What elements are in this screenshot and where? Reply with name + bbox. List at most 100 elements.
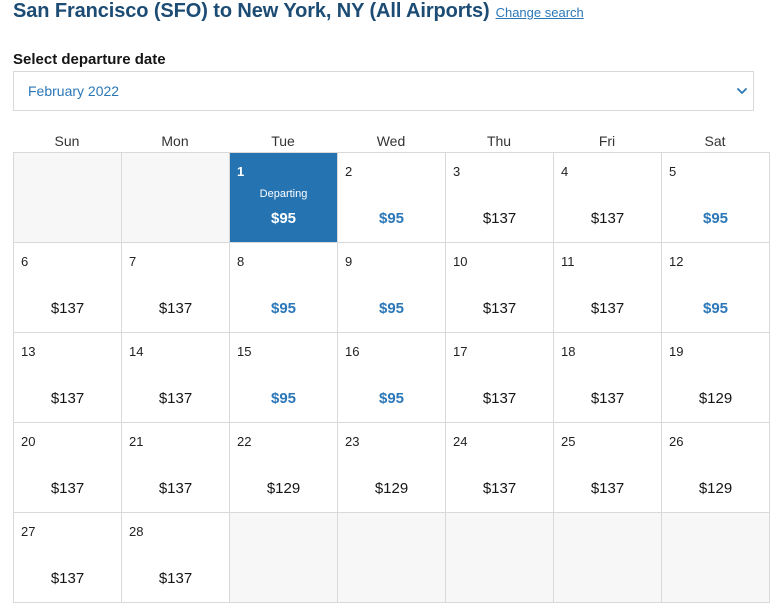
change-search-link[interactable]: Change search <box>495 5 584 20</box>
calendar-day-14[interactable]: 14 $137 <box>122 333 230 423</box>
calendar-day-25[interactable]: 25 $137 <box>554 423 662 513</box>
calendar-empty-cell <box>662 513 770 603</box>
weekday-fri: Fri <box>598 133 616 149</box>
calendar-day-12[interactable]: 12 $95 <box>662 243 770 333</box>
weekday-wed: Wed <box>376 133 406 149</box>
weekday-mon: Mon <box>161 133 189 149</box>
day-number: 16 <box>345 344 360 359</box>
calendar-day-21[interactable]: 21 $137 <box>122 423 230 513</box>
month-select[interactable]: February 2022 <box>13 71 754 111</box>
day-number: 1 <box>237 164 245 179</box>
day-number: 25 <box>561 434 576 449</box>
day-price: $137 <box>590 480 625 497</box>
day-price: $137 <box>482 300 517 317</box>
day-number: 12 <box>669 254 684 269</box>
day-number: 18 <box>561 344 576 359</box>
day-price: $95 <box>378 210 405 227</box>
calendar-day-9[interactable]: 9 $95 <box>338 243 446 333</box>
calendar-day-2[interactable]: 2 $95 <box>338 153 446 243</box>
calendar-day-5[interactable]: 5 $95 <box>662 153 770 243</box>
calendar-day-23[interactable]: 23 $129 <box>338 423 446 513</box>
day-number: 6 <box>21 254 29 269</box>
calendar-day-15[interactable]: 15 $95 <box>230 333 338 423</box>
calendar-day-3[interactable]: 3 $137 <box>446 153 554 243</box>
day-price: $129 <box>266 480 301 497</box>
calendar-grid: 1 Departing $95 2 $95 3 $137 4 $137 5 $95 6 $137 7 $13… <box>13 152 770 603</box>
day-number: 26 <box>669 434 684 449</box>
day-price: $95 <box>270 210 297 227</box>
day-price: $137 <box>50 570 85 587</box>
calendar-day-16[interactable]: 16 $95 <box>338 333 446 423</box>
calendar-empty-cell <box>446 513 554 603</box>
calendar-day-17[interactable]: 17 $137 <box>446 333 554 423</box>
weekday-tue: Tue <box>271 133 295 149</box>
weekday-sat: Sat <box>704 133 726 149</box>
day-price: $137 <box>482 480 517 497</box>
calendar-empty-cell <box>122 153 230 243</box>
day-number: 17 <box>453 344 468 359</box>
chevron-down-icon <box>737 88 747 94</box>
calendar-day-20[interactable]: 20 $137 <box>14 423 122 513</box>
calendar-day-8[interactable]: 8 $95 <box>230 243 338 333</box>
calendar-day-19[interactable]: 19 $129 <box>662 333 770 423</box>
day-number: 19 <box>669 344 684 359</box>
calendar-day-11[interactable]: 11 $137 <box>554 243 662 333</box>
day-price: $137 <box>158 480 193 497</box>
calendar-day-1[interactable]: 1 Departing $95 <box>230 153 338 243</box>
calendar-day-28[interactable]: 28 $137 <box>122 513 230 603</box>
day-number: 13 <box>21 344 36 359</box>
calendar-day-4[interactable]: 4 $137 <box>554 153 662 243</box>
day-number: 5 <box>669 164 677 179</box>
day-price: $95 <box>270 300 297 317</box>
day-number: 10 <box>453 254 468 269</box>
day-price: $137 <box>50 300 85 317</box>
page-title: San Francisco (SFO) to New York, NY (All… <box>13 0 490 22</box>
day-price: $129 <box>374 480 409 497</box>
day-number: 14 <box>129 344 144 359</box>
departure-date-label: Select departure date <box>13 51 166 68</box>
calendar-empty-cell <box>338 513 446 603</box>
day-number: 23 <box>345 434 360 449</box>
weekday-sun: Sun <box>54 133 80 149</box>
calendar-day-18[interactable]: 18 $137 <box>554 333 662 423</box>
calendar-day-24[interactable]: 24 $137 <box>446 423 554 513</box>
day-number: 24 <box>453 434 468 449</box>
weekday-header-row: Sun Mon Tue Wed Thu Fri Sat <box>13 133 769 149</box>
calendar-day-6[interactable]: 6 $137 <box>14 243 122 333</box>
day-price: $137 <box>158 570 193 587</box>
day-number: 9 <box>345 254 353 269</box>
calendar-empty-cell <box>230 513 338 603</box>
day-number: 21 <box>129 434 144 449</box>
day-price: $137 <box>590 210 625 227</box>
day-price: $137 <box>482 210 517 227</box>
day-number: 27 <box>21 524 36 539</box>
day-number: 2 <box>345 164 353 179</box>
calendar-day-13[interactable]: 13 $137 <box>14 333 122 423</box>
day-price: $137 <box>482 390 517 407</box>
day-price: $137 <box>590 390 625 407</box>
day-number: 4 <box>561 164 569 179</box>
day-price: $129 <box>698 480 733 497</box>
day-price: $137 <box>158 300 193 317</box>
day-price: $129 <box>698 390 733 407</box>
day-number: 8 <box>237 254 245 269</box>
page-header: San Francisco (SFO) to New York, NY (All… <box>13 0 584 28</box>
day-price: $95 <box>270 390 297 407</box>
calendar-day-10[interactable]: 10 $137 <box>446 243 554 333</box>
day-number: 20 <box>21 434 36 449</box>
departing-label: Departing <box>259 188 308 200</box>
day-price: $137 <box>50 390 85 407</box>
calendar-empty-cell <box>554 513 662 603</box>
day-price: $137 <box>590 300 625 317</box>
day-price: $95 <box>702 210 729 227</box>
day-number: 11 <box>561 254 575 269</box>
calendar-day-26[interactable]: 26 $129 <box>662 423 770 513</box>
calendar-day-27[interactable]: 27 $137 <box>14 513 122 603</box>
day-number: 3 <box>453 164 461 179</box>
calendar-empty-cell <box>14 153 122 243</box>
day-price: $95 <box>378 300 405 317</box>
calendar-day-7[interactable]: 7 $137 <box>122 243 230 333</box>
day-number: 22 <box>237 434 252 449</box>
day-number: 7 <box>129 254 137 269</box>
calendar-day-22[interactable]: 22 $129 <box>230 423 338 513</box>
